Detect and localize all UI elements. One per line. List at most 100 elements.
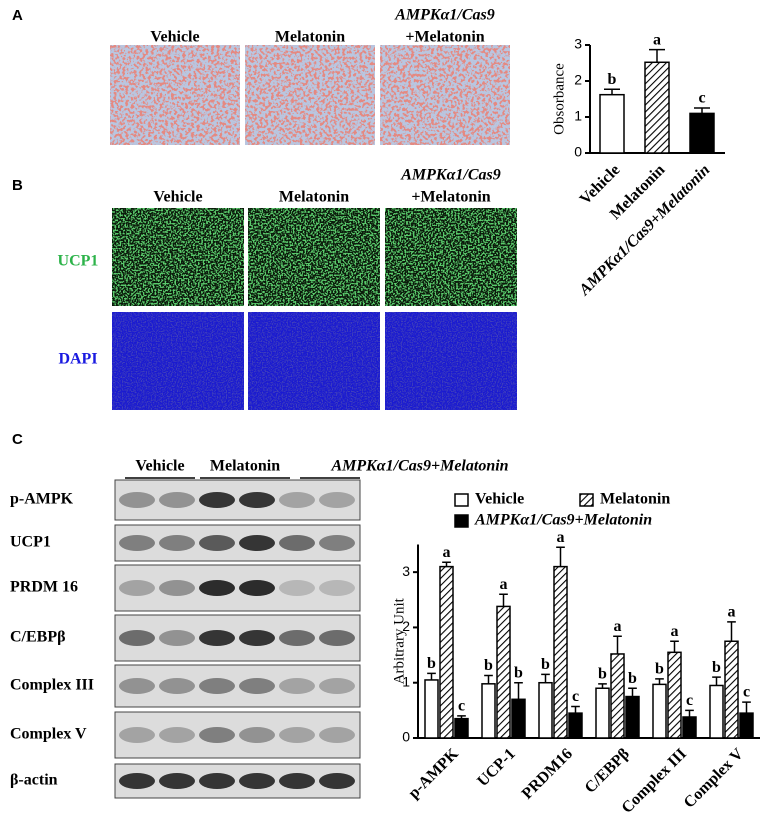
blot-band — [159, 492, 195, 508]
bar — [538, 681, 553, 739]
blot-band — [159, 580, 195, 596]
error-bar — [649, 48, 665, 63]
bar — [595, 687, 610, 739]
blot-band — [119, 535, 155, 551]
blot — [114, 711, 361, 759]
blot — [114, 479, 361, 521]
oil-red-stain — [110, 45, 240, 145]
blot-label: Complex III — [10, 677, 94, 694]
legend-swatch — [454, 493, 469, 507]
significance-letter: c — [458, 698, 465, 715]
error-bar — [613, 635, 622, 654]
column-label: +Melatonin — [405, 29, 484, 46]
significance-letter: a — [728, 604, 736, 621]
oil-red-stain — [245, 45, 375, 145]
significance-letter: a — [614, 618, 622, 635]
blot-band — [159, 727, 195, 743]
bar — [709, 684, 724, 739]
column-label: Melatonin — [279, 189, 349, 206]
error-bar — [598, 683, 607, 689]
bar — [481, 683, 496, 739]
blot-band — [319, 580, 355, 596]
blot-band — [119, 630, 155, 646]
blot-band — [239, 535, 275, 551]
blot-band — [119, 773, 155, 789]
column-label: AMPKα1/Cas9 — [400, 167, 501, 184]
significance-letter: c — [572, 688, 579, 705]
y-tick-label: 1 — [402, 673, 410, 689]
blot-band — [279, 580, 315, 596]
blot-band — [319, 727, 355, 743]
bar — [739, 712, 754, 739]
blot-band — [319, 678, 355, 694]
significance-letter: c — [698, 90, 705, 107]
ucp1-signal — [112, 208, 244, 306]
error-bar — [712, 676, 721, 686]
blot-label: PRDM 16 — [10, 579, 78, 596]
blot-band — [159, 773, 195, 789]
blot-band — [199, 630, 235, 646]
significance-letter: b — [628, 670, 637, 687]
group-label: Vehicle — [135, 458, 184, 475]
blot-band — [159, 630, 195, 646]
error-bar — [742, 701, 751, 714]
legend-swatch — [579, 493, 594, 507]
legend-swatch — [454, 514, 469, 528]
blot — [114, 564, 361, 612]
column-label: Melatonin — [275, 29, 345, 46]
group-label: AMPKα1/Cas9+Melatonin — [330, 458, 508, 475]
blot-band — [239, 773, 275, 789]
panel-label: B — [12, 177, 23, 194]
blot-label: β-actin — [10, 772, 58, 789]
significance-letter: a — [671, 623, 679, 640]
ucp1-signal — [385, 208, 517, 306]
dapi-signal — [112, 312, 244, 410]
group-label: Melatonin — [210, 458, 280, 475]
significance-letter: b — [427, 655, 436, 672]
blot-band — [279, 535, 315, 551]
error-bar — [457, 715, 466, 719]
bar — [439, 565, 454, 739]
oil-red-stain — [380, 45, 510, 145]
bar — [689, 112, 715, 154]
error-bar — [694, 107, 710, 114]
blot-band — [119, 492, 155, 508]
column-label: Vehicle — [150, 29, 199, 46]
error-bar — [484, 674, 493, 684]
bar — [454, 717, 469, 739]
error-bar — [541, 673, 550, 683]
significance-letter: b — [541, 656, 550, 673]
significance-letter: c — [686, 692, 693, 709]
dapi-signal — [385, 312, 517, 410]
blot-band — [319, 492, 355, 508]
panel-label: C — [12, 431, 23, 448]
y-tick-label: 2 — [402, 618, 410, 634]
x-tick-label: C/EBPβ — [582, 745, 633, 796]
error-bar — [727, 621, 736, 642]
significance-letter: b — [712, 659, 721, 676]
x-tick-label: UCP-1 — [474, 745, 519, 790]
bar — [682, 716, 697, 739]
blot-label: p-AMPK — [10, 491, 74, 508]
blot-band — [239, 580, 275, 596]
blot-band — [319, 773, 355, 789]
blot-band — [199, 492, 235, 508]
significance-letter: b — [655, 661, 664, 678]
blot-band — [239, 678, 275, 694]
blot-band — [159, 678, 195, 694]
panel-label: A — [12, 7, 23, 24]
blot-band — [119, 580, 155, 596]
bar — [424, 679, 439, 739]
significance-letter: b — [484, 657, 493, 674]
blot-band — [279, 492, 315, 508]
bar — [568, 712, 583, 739]
blot-band — [279, 773, 315, 789]
bar — [644, 61, 670, 154]
legend-label: Vehicle — [475, 491, 524, 508]
y-axis-label: Obsorbance — [551, 63, 567, 135]
blot-band — [279, 630, 315, 646]
bar — [496, 605, 511, 739]
y-tick-label: 3 — [574, 36, 582, 52]
blot-label: UCP1 — [10, 534, 51, 551]
